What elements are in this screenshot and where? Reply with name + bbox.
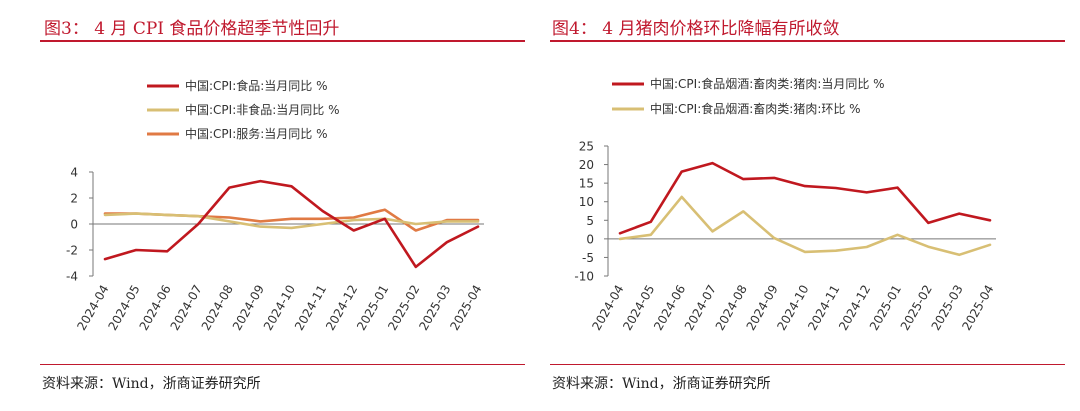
y-tick-label: -2: [66, 244, 78, 258]
figure-title: 图3： 4 月 CPI 食品价格超季节性回升: [44, 19, 340, 39]
y-tick-label: 25: [579, 140, 594, 154]
series-line: [618, 195, 992, 257]
y-tick-label: -10: [574, 270, 594, 284]
source-note: 资料来源：Wind，浙商证券研究所: [42, 376, 261, 392]
title-divider: [40, 40, 525, 42]
pork-price-line-chart: -10-505101520252024-042024-052024-062024…: [574, 76, 996, 333]
y-tick-label: -5: [582, 251, 594, 265]
y-tick-label: 0: [70, 218, 78, 232]
y-tick-label: 0: [586, 232, 594, 246]
legend-label: 中国:CPI:食品烟酒:畜肉类:猪肉:环比 %: [650, 101, 861, 116]
y-tick-label: 4: [70, 166, 78, 180]
cpi-food-line-chart: -4-20242024-042024-052024-062024-072024-…: [66, 78, 485, 333]
y-tick-label: 2: [70, 192, 78, 206]
y-tick-label: 10: [579, 195, 594, 209]
figure-panel-pork: 图4： 4 月猪肉价格环比降幅有所收敛 -10 -5 0 5 10 15 20 25 2024-…: [540, 0, 1080, 411]
source-divider: [550, 364, 1065, 365]
title-divider: [550, 40, 1065, 42]
y-tick-label: -4: [66, 270, 78, 284]
legend-label: 中国:CPI:服务:当月同比 %: [185, 126, 328, 141]
source-note: 资料来源：Wind，浙商证券研究所: [552, 376, 771, 392]
figure-title: 图4： 4 月猪肉价格环比降幅有所收敛: [552, 19, 840, 39]
legend-label: 中国:CPI:非食品:当月同比 %: [185, 102, 340, 117]
series-line: [618, 161, 992, 235]
series-line: [103, 212, 480, 230]
legend-label: 中国:CPI:食品:当月同比 %: [185, 78, 328, 93]
y-tick-label: 5: [586, 214, 594, 228]
source-divider: [40, 364, 525, 365]
y-tick-label: 20: [579, 158, 594, 172]
series-line: [103, 179, 480, 269]
legend-label: 中国:CPI:食品烟酒:畜肉类:猪肉:当月同比 %: [650, 76, 885, 91]
figure-panel-cpi-food: 图3： 4 月 CPI 食品价格超季节性回升 -4 -2 0 2 4 2024-04 202…: [40, 19, 525, 392]
y-tick-label: 15: [579, 177, 594, 191]
